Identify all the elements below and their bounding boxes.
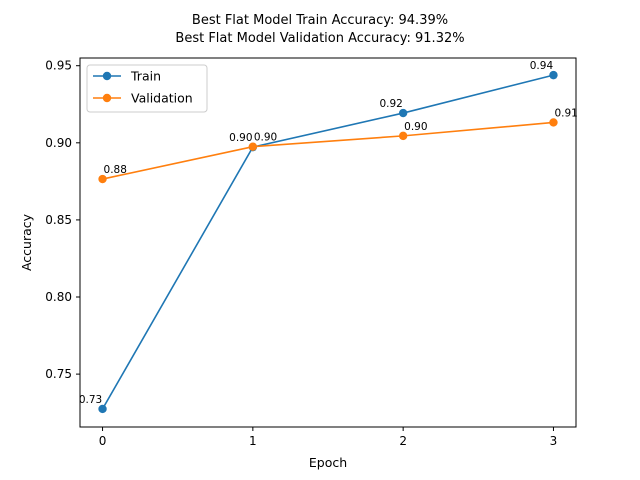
data-label: 0.90 (404, 121, 427, 133)
x-tick-label: 2 (399, 434, 407, 448)
data-label: 0.90 (229, 132, 252, 144)
data-point (549, 70, 558, 80)
legend-label: Train (130, 69, 161, 84)
series-line-validation (102, 121, 554, 180)
data-labels: 0.730.900.920.940.880.900.900.91 (79, 60, 578, 406)
data-point (248, 142, 258, 151)
data-point (398, 108, 408, 118)
x-axis-label: Epoch (309, 455, 347, 470)
data-point (549, 118, 558, 127)
y-tick-label: 0.90 (45, 136, 72, 150)
legend-swatch-marker (102, 93, 112, 103)
data-point (98, 404, 107, 414)
y-tick-label: 0.75 (45, 367, 72, 381)
series-line-train (101, 74, 554, 410)
axes: 0 1 2 3 0.75 0.80 0.85 0.90 0.95 Epoch Accuracy (19, 57, 577, 470)
y-tick-label: 0.85 (45, 213, 72, 227)
data-label: 0.90 (254, 132, 277, 144)
data-point (98, 174, 107, 184)
chart-subtitle: Best Flat Model Validation Accuracy: 91.… (175, 31, 465, 46)
data-point (398, 131, 408, 141)
x-tick-label: 1 (249, 434, 257, 448)
y-tick-label: 0.80 (45, 290, 72, 304)
x-tick-label: 0 (99, 434, 107, 448)
chart-title: Best Flat Model Train Accuracy: 94.39% (191, 13, 449, 28)
legend: Train Validation (86, 64, 208, 113)
y-axis-label: Accuracy (19, 213, 34, 271)
legend-swatch-marker (102, 71, 112, 81)
legend-label: Validation (131, 91, 193, 106)
data-label: 0.92 (379, 98, 402, 110)
data-label: 0.88 (104, 164, 127, 176)
data-label: 0.94 (530, 60, 554, 72)
data-label: 0.73 (79, 394, 102, 406)
series-layer (98, 70, 558, 414)
plot-frame (79, 57, 577, 428)
x-tick-label: 3 (550, 434, 558, 448)
data-label: 0.91 (554, 107, 577, 119)
y-tick-label: 0.95 (45, 59, 72, 73)
